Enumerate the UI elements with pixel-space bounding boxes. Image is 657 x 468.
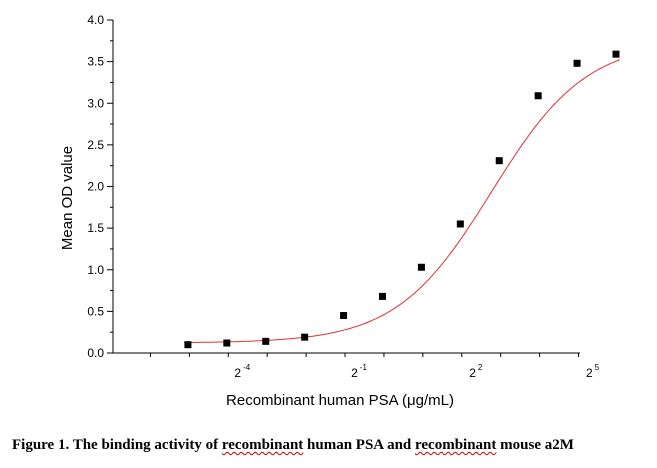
data-points bbox=[184, 50, 620, 349]
y-tick-label: 3.5 bbox=[87, 55, 104, 69]
data-point bbox=[612, 50, 620, 58]
y-tick-label: 1.0 bbox=[87, 263, 104, 277]
data-point bbox=[573, 59, 581, 67]
caption-part: mouse a2M bbox=[496, 437, 574, 453]
data-point bbox=[301, 333, 309, 341]
x-axis-title: Recombinant human PSA (μg/mL) bbox=[226, 392, 454, 409]
y-tick-label: 2.5 bbox=[87, 138, 104, 152]
fit-curve bbox=[184, 59, 621, 343]
data-point bbox=[223, 339, 231, 347]
data-point bbox=[417, 263, 425, 271]
data-point bbox=[262, 337, 270, 345]
x-tick-label: 2 -4 bbox=[234, 363, 250, 380]
data-point bbox=[184, 341, 192, 349]
y-tick-label: 1.5 bbox=[87, 221, 104, 235]
y-axis-title: Mean OD value bbox=[59, 146, 76, 250]
caption-part: Figure 1. The binding activity of bbox=[12, 437, 222, 453]
caption-part: recombinant bbox=[221, 437, 304, 453]
caption-part: human PSA and bbox=[303, 437, 415, 453]
data-point bbox=[340, 312, 348, 320]
data-point bbox=[534, 92, 542, 100]
x-tick-label: 2 -1 bbox=[351, 363, 367, 380]
y-tick-label: 4.0 bbox=[87, 13, 104, 27]
y-tick-label: 0.5 bbox=[87, 304, 104, 318]
caption-part: recombinant bbox=[415, 437, 497, 453]
data-point bbox=[456, 220, 464, 228]
y-tick-label: 3.0 bbox=[87, 96, 104, 110]
figure-caption: Figure 1. The binding activity of recomb… bbox=[12, 437, 652, 454]
data-point bbox=[379, 292, 386, 300]
binding-activity-chart: 0.0 0.5 1.0 1.5 2.0 2.5 3.0 3.5 4.0 2 -4 2 -1 2 2 2 5 Me… bbox=[59, 13, 621, 409]
data-point bbox=[495, 157, 503, 165]
axes: 0.0 0.5 1.0 1.5 2.0 2.5 3.0 3.5 4.0 2 -4 2 -1 2 2 2 5 bbox=[87, 13, 599, 380]
y-tick-label: 2.0 bbox=[87, 180, 104, 194]
y-tick-label: 0.0 bbox=[87, 346, 104, 360]
